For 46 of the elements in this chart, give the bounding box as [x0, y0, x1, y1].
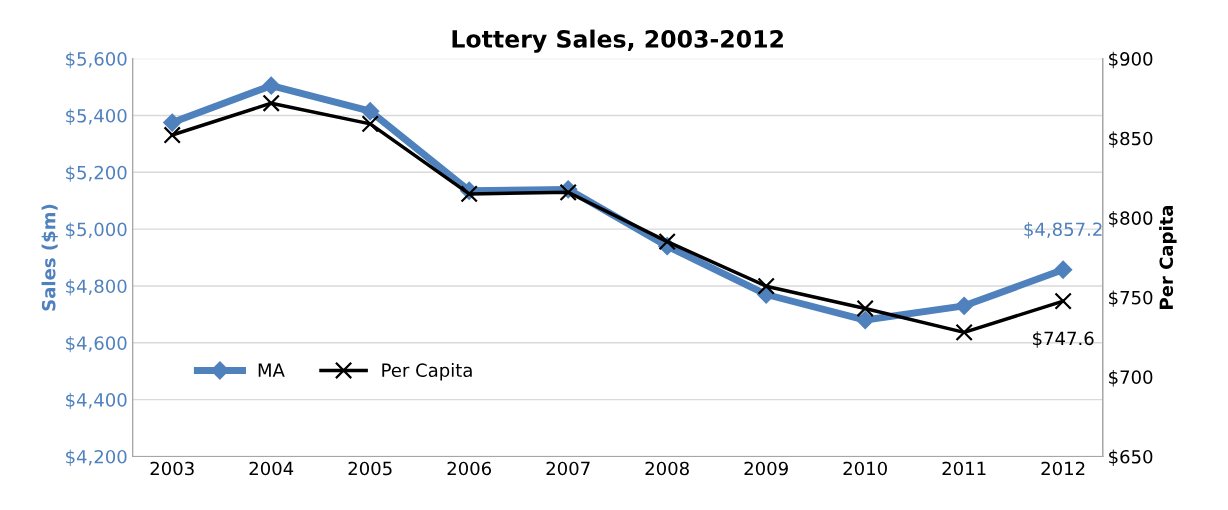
y2-tick-label: $800	[1109, 210, 1153, 228]
point	[163, 126, 181, 144]
y-tick-label: $4,600	[66, 335, 127, 353]
point	[658, 232, 676, 251]
point	[163, 113, 182, 132]
point	[955, 296, 974, 315]
chart-title: Lottery Sales, 2003-2012	[452, 29, 783, 53]
point	[856, 311, 875, 330]
x-tick-label: 2008	[645, 461, 689, 476]
x-tick-label: 2012	[1041, 461, 1085, 476]
point	[262, 76, 281, 95]
x-tick-label: 2007	[546, 461, 590, 476]
point	[955, 323, 973, 342]
y2-tick-label: $750	[1109, 290, 1153, 307]
legend-label: Per Capita	[382, 363, 472, 381]
x-tick-label: 2006	[447, 461, 492, 476]
y-tick-label: $4,800	[66, 279, 127, 296]
point	[1054, 260, 1073, 279]
point	[757, 277, 775, 295]
y2-tick-label: $850	[1109, 131, 1153, 148]
y2-tick-label: $900	[1109, 51, 1153, 69]
y2-tick-label: $650	[1109, 449, 1153, 466]
y-axis-title: Sales ($m)	[41, 204, 58, 311]
x-tick-label: 2009	[744, 461, 788, 476]
point	[460, 185, 478, 203]
y2-tick-label: $700	[1109, 370, 1153, 387]
point	[361, 102, 380, 121]
y-tick-label: $5,600	[66, 51, 127, 69]
x-tick-label: 2005	[348, 461, 392, 476]
x-tick-label: 2010	[843, 461, 887, 476]
x-tick-label: 2004	[249, 461, 294, 476]
y-tick-label: $5,000	[66, 222, 127, 239]
y-tick-label: $4,200	[66, 449, 127, 466]
point	[1054, 292, 1072, 310]
data-label: $747.6	[1033, 331, 1094, 348]
y-tick-label: $5,200	[66, 165, 127, 182]
point	[262, 94, 280, 112]
point	[361, 115, 379, 133]
x-tick-label: 2011	[942, 461, 986, 476]
legend-label: MA	[258, 363, 285, 377]
data-label: $4,857.2	[1024, 222, 1102, 239]
point	[856, 299, 874, 318]
y-tick-label: $5,400	[66, 108, 127, 125]
y2-axis-title: Per Capita	[1159, 205, 1177, 309]
y-tick-label: $4,400	[66, 392, 127, 410]
x-tick-label: 2003	[150, 461, 194, 476]
